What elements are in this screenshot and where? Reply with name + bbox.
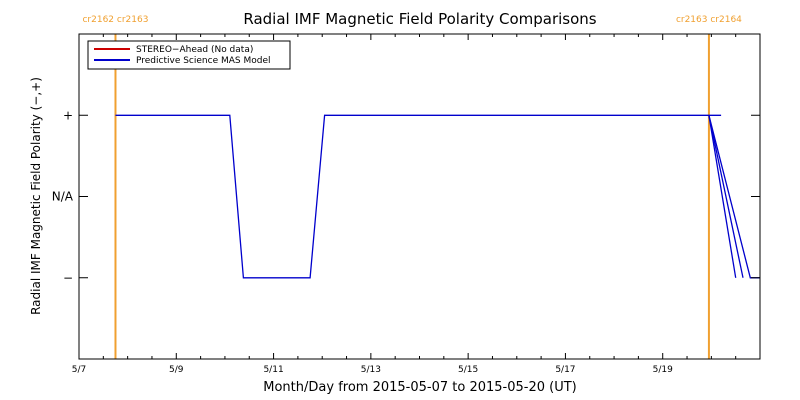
model-series-line <box>708 115 744 278</box>
x-axis: 5/7 5/9 5/11 5/13 5/15 5/17 5/19 <box>72 34 737 375</box>
y-tick-label: N/A <box>52 190 74 204</box>
y-axis: + N/A − <box>52 108 760 285</box>
legend: STEREO−Ahead (No data)Predictive Science… <box>87 40 291 70</box>
x-tick-label: 5/9 <box>169 365 184 375</box>
carrington-markers: cr2162 cr2163 cr2163 cr2164 <box>82 15 742 359</box>
x-tick-label: 5/19 <box>653 365 673 375</box>
x-tick-label: 5/11 <box>263 365 283 375</box>
legend-box <box>87 40 291 70</box>
x-tick-label: 5/17 <box>555 365 575 375</box>
carrington-marker-label: cr2162 cr2163 <box>82 15 148 25</box>
chart-title: Radial IMF Magnetic Field Polarity Compa… <box>243 10 596 28</box>
x-tick-label: 5/7 <box>72 365 86 375</box>
y-axis-label: Radial IMF Magnetic Field Polarity (−,+) <box>29 77 43 315</box>
y-tick-label: − <box>63 271 73 285</box>
x-axis-label: Month/Day from 2015-05-07 to 2015-05-20 … <box>263 380 576 395</box>
carrington-marker-label: cr2163 cr2164 <box>676 15 742 25</box>
legend-entry-label: Predictive Science MAS Model <box>136 56 271 66</box>
x-tick-label: 5/15 <box>458 365 478 375</box>
y-tick-label: + <box>63 108 73 122</box>
legend-entry-label: STEREO−Ahead (No data) <box>136 45 253 55</box>
x-tick-label: 5/13 <box>361 365 381 375</box>
model-series-line <box>708 115 737 278</box>
